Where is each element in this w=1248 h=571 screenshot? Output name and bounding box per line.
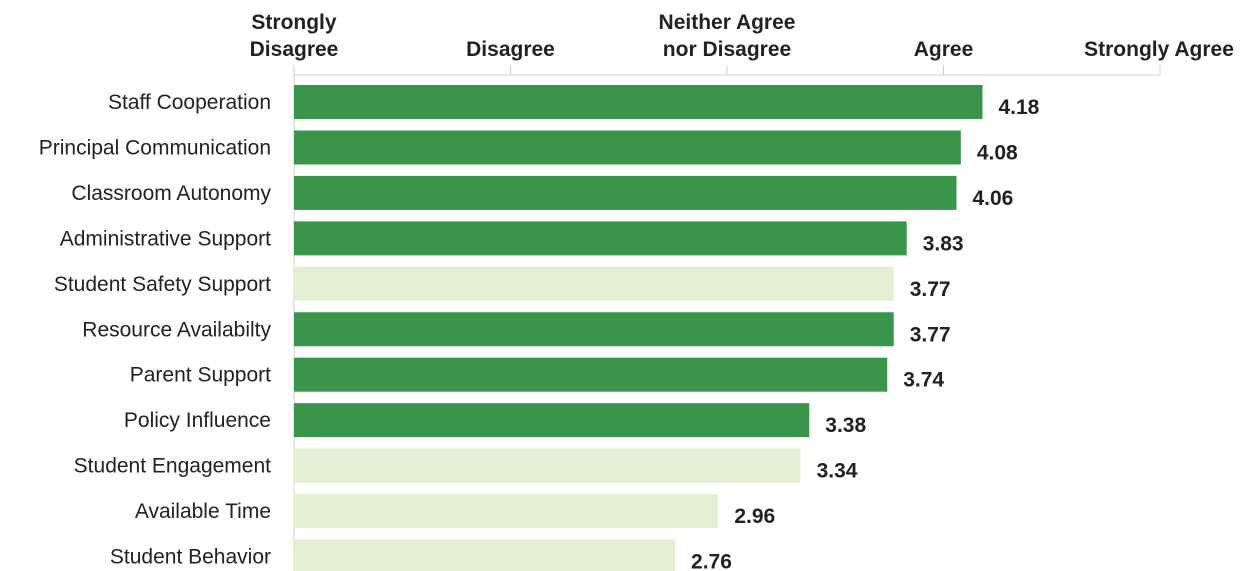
category-label-classroom-autonomy: Classroom Autonomy	[71, 182, 271, 205]
category-labels: Staff Cooperation Principal Communication…	[39, 91, 272, 569]
bar-staff-cooperation	[294, 85, 983, 119]
bar-administrative-support	[294, 221, 907, 256]
category-label-administrative-support: Administrative Support	[60, 227, 271, 250]
x-tick-label-agree: Agree	[914, 38, 974, 61]
bars	[294, 85, 983, 571]
category-label-principal-communication: Principal Communication	[39, 136, 271, 159]
value-label-resource-availabilty: 3.77	[910, 323, 951, 346]
category-label-student-behavior: Student Behavior	[110, 546, 271, 569]
value-label-available-time: 2.96	[734, 505, 775, 528]
value-label-policy-influence: 3.38	[825, 414, 866, 437]
bar-resource-availabilty	[294, 312, 894, 347]
category-label-parent-support: Parent Support	[130, 364, 271, 387]
bar-available-time	[294, 494, 719, 529]
value-label-administrative-support: 3.83	[923, 232, 964, 255]
bar-classroom-autonomy	[294, 175, 957, 210]
value-label-principal-communication: 4.08	[977, 141, 1018, 164]
category-label-resource-availabilty: Resource Availabilty	[82, 318, 271, 341]
category-label-student-safety-support: Student Safety Support	[54, 273, 271, 296]
value-label-student-safety-support: 3.77	[910, 278, 951, 301]
category-label-available-time: Available Time	[135, 500, 271, 523]
x-axis: Strongly Disagree Disagree Neither Agree nor…	[250, 11, 1234, 571]
bar-principal-communication	[294, 130, 961, 165]
bar-student-behavior	[294, 539, 676, 571]
x-tick-label-strongly-disagree: Strongly Disagree	[250, 11, 339, 61]
value-labels: 4.18 4.08 4.06 3.83 3.77 3.77 3.74 3.38 3.34 2.96…	[691, 96, 1040, 571]
category-label-staff-cooperation: Staff Cooperation	[108, 91, 271, 114]
category-label-policy-influence: Policy Influence	[124, 409, 271, 432]
bar-parent-support	[294, 357, 888, 392]
value-label-parent-support: 3.74	[903, 369, 944, 392]
x-tick-label-disagree: Disagree	[466, 38, 555, 61]
x-tick-label-strongly-agree: Strongly Agree	[1084, 38, 1234, 61]
bar-student-engagement	[294, 448, 801, 483]
value-label-student-behavior: 2.76	[691, 551, 732, 571]
bar-policy-influence	[294, 403, 810, 438]
x-tick-label-neither-agree-nor-disagree: Neither Agree nor Disagree	[659, 11, 796, 61]
category-label-student-engagement: Student Engagement	[74, 455, 271, 478]
value-label-classroom-autonomy: 4.06	[972, 187, 1013, 210]
bar-student-safety-support	[294, 266, 894, 301]
value-label-student-engagement: 3.34	[817, 460, 858, 483]
value-label-staff-cooperation: 4.18	[998, 96, 1039, 119]
